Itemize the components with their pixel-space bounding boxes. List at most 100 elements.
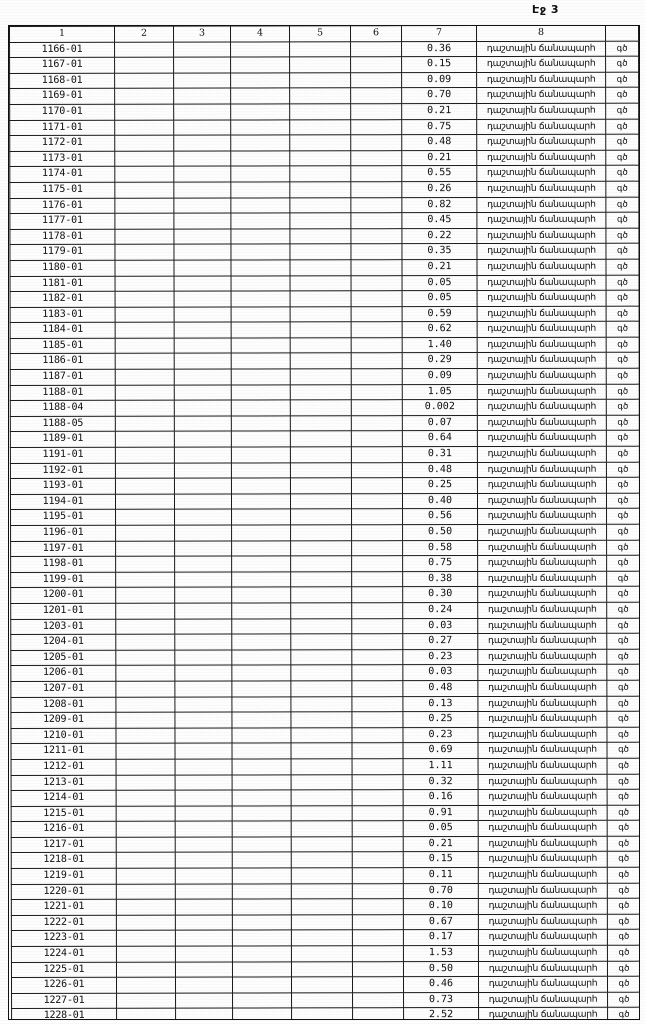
cell-land-use: դաշտային ճանապարհ [477,524,607,541]
table-row: 1194-01 0.40 դաշտային ճանապարհ գծ [10,492,639,510]
cell-col-3 [175,868,233,884]
cell-col-3 [175,836,233,853]
cell-parcel-id: 1183-01 [10,306,116,323]
cell-col-4 [232,883,292,900]
cell-parcel-id: 1203-01 [10,618,116,635]
cell-parcel-id: 1210-01 [10,727,117,744]
cell-col-4 [230,244,290,260]
cell-col-5 [289,41,351,58]
cell-land-use: դաշտային ճանապարհ [477,586,607,603]
cell-tail-marker: գծ [607,851,639,868]
cell-col-3 [175,961,233,978]
cell-col-5 [290,400,352,416]
page-header: Էջ 3 [0,2,645,24]
cell-col-4 [231,618,291,635]
cell-col-2 [116,805,176,822]
cell-area-value: 0.75 [401,119,477,135]
cell-col-6 [351,306,403,323]
table-row: 1185-01 1.40 դաշտային ճանապարհ գծ [10,337,639,354]
cell-col-4 [231,337,291,354]
cell-col-5 [290,493,352,510]
cell-tail-marker: գծ [606,415,639,431]
cell-land-use: դաշտային ճանապարհ [478,804,608,821]
cell-land-use: դաշտային ճանապարհ [477,415,607,431]
cell-land-use: դաշտային ճանապարհ [477,680,607,697]
cell-col-2 [115,338,175,354]
cell-tail-marker: գծ [605,243,639,260]
table-row: 1223-01 0.17 դաշտային ճանապարհ գծ [11,929,639,947]
table-row: 1188-05 0.07 դաշտային ճանապարհ գծ [10,415,639,432]
cell-tail-marker: գծ [607,773,639,790]
cell-col-2 [114,57,174,74]
cell-col-2 [114,213,174,229]
cell-col-4 [230,88,290,105]
cell-tail-marker: գծ [607,789,639,805]
cell-col-4 [231,634,291,650]
cell-col-2 [115,540,175,557]
cell-tail-marker: գծ [605,212,639,228]
cell-land-use: դաշտային ճանապարհ [478,851,608,868]
cell-area-value: 0.23 [402,727,479,743]
cell-tail-marker: գծ [606,274,639,291]
cell-land-use: դաշտային ճանապարհ [476,118,606,135]
cell-col-2 [116,759,176,775]
cell-col-5 [289,259,352,276]
cell-tail-marker: գծ [605,165,639,182]
cell-tail-marker: գծ [606,446,639,462]
cell-parcel-id: 1195-01 [10,509,116,526]
table-row: 1178-01 0.22 դաշտային ճանապարհ գծ [9,227,639,245]
cell-col-6 [350,166,402,182]
cell-col-6 [351,477,403,494]
cell-col-2 [115,571,175,588]
cell-parcel-id: 1175-01 [9,182,115,199]
cell-col-6 [352,945,404,962]
cell-col-4 [232,805,292,822]
page-number-label: Էջ 3 [532,3,559,16]
cell-area-value: 0.05 [402,275,478,291]
cell-tail-marker: գծ [606,383,639,400]
cell-parcel-id: 1189-01 [10,431,116,448]
cell-col-3 [174,571,232,588]
cell-col-2 [116,1008,176,1019]
cell-col-3 [175,992,233,1009]
cell-col-2 [116,868,176,884]
cell-col-6 [351,524,403,541]
cell-col-4 [231,571,291,588]
cell-area-value: 0.002 [402,399,478,416]
cell-col-2 [115,431,175,448]
cell-col-3 [174,291,232,307]
cell-tail-marker: գծ [606,492,639,509]
cell-area-value: 0.75 [402,555,478,572]
cell-land-use: դաշտային ճանապարհ [478,758,608,775]
cell-area-value: 0.48 [402,680,478,697]
cell-tail-marker: գծ [605,87,639,104]
table-row: 1200-01 0.30 դաշտային ճանապարհ գծ [10,586,639,604]
cell-parcel-id: 1166-01 [9,41,115,58]
cell-land-use: դաշտային ճանապարհ [476,165,606,182]
cell-col-5 [290,353,352,369]
cell-parcel-id: 1172-01 [9,135,115,152]
cell-land-use: դաշտային ճանապարհ [477,602,607,619]
cell-parcel-id: 1206-01 [10,665,116,682]
table-row: 1216-01 0.05 դաշտային ճանապարհ գծ [11,820,639,838]
cell-col-2 [114,150,174,167]
cell-parcel-id: 1188-04 [10,400,116,417]
cell-col-6 [352,930,404,946]
cell-col-5 [291,821,353,837]
cell-col-4 [231,353,291,370]
cell-land-use: դաշտային ճանապարհ [477,711,607,728]
cell-col-2 [114,88,174,105]
cell-col-2 [115,618,175,635]
cell-parcel-id: 1225-01 [11,961,117,978]
cell-col-3 [174,696,232,713]
cell-col-5 [290,462,352,479]
table-row: 1215-01 0.91 դաշտային ճանապարհ գծ [11,804,639,822]
cell-col-5 [290,587,352,603]
cell-area-value: 0.73 [403,992,479,1009]
cell-col-2 [115,384,175,401]
cell-col-2 [114,260,175,276]
cell-tail-marker: գծ [606,555,639,572]
cell-col-5 [290,275,352,292]
cell-col-4 [232,914,292,931]
cell-col-3 [174,369,232,385]
